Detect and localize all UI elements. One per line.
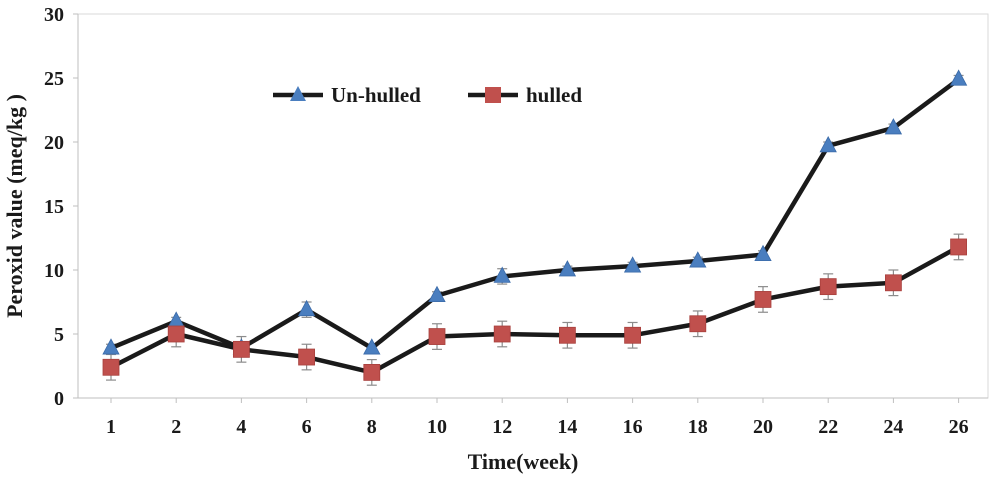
x-tick-label: 16 <box>623 416 643 438</box>
series-line-hulled <box>109 244 960 375</box>
x-tick-label: 18 <box>688 416 708 438</box>
y-tick-label: 20 <box>44 132 64 154</box>
data-point-square <box>167 325 185 343</box>
x-tick-label: 26 <box>949 416 969 438</box>
data-point-square <box>493 325 511 343</box>
data-point-triangle <box>558 260 577 277</box>
y-tick-label: 5 <box>54 324 64 346</box>
data-point-triangle <box>493 266 511 283</box>
data-point-square <box>363 363 381 381</box>
data-point-triangle <box>167 311 185 328</box>
data-point-triangle <box>297 299 316 317</box>
data-point-square <box>559 326 576 344</box>
x-tick-label: 14 <box>557 416 577 438</box>
data-point-triangle <box>884 118 903 135</box>
y-tick-label: 30 <box>44 4 64 26</box>
y-tick-label: 10 <box>44 260 64 282</box>
x-tick-label: 1 <box>106 416 116 438</box>
data-point-square <box>624 326 641 344</box>
data-point-triangle <box>363 338 381 355</box>
x-tick-label: 4 <box>236 416 246 438</box>
legend-label-un-hulled: Un-hulled <box>331 83 421 107</box>
data-point-square <box>102 358 120 376</box>
x-tick-label: 6 <box>302 416 312 438</box>
data-point-square <box>819 278 837 296</box>
y-axis-title: Peroxid value (meq/kg ) <box>2 94 27 318</box>
x-tick-label: 2 <box>171 416 181 438</box>
data-point-square <box>232 340 250 358</box>
y-tick-label: 25 <box>44 68 64 90</box>
x-tick-label: 22 <box>818 416 838 438</box>
data-point-triangle <box>102 338 120 355</box>
y-tick-label: 0 <box>54 388 64 410</box>
error-bars-layer <box>106 74 964 386</box>
legend-label-hulled: hulled <box>526 83 582 107</box>
data-point-square <box>885 274 902 292</box>
legend-marker-triangle <box>290 86 306 101</box>
data-point-square <box>754 291 772 308</box>
data-point-triangle <box>949 69 968 86</box>
x-tick-label: 12 <box>492 416 512 438</box>
markers-layer <box>102 69 968 381</box>
series-line-un-hulled <box>110 77 960 351</box>
data-point-square <box>428 328 446 345</box>
series-lines-layer <box>109 77 960 375</box>
plot-area-border <box>77 13 989 399</box>
y-tick-label: 15 <box>44 196 64 218</box>
data-point-triangle <box>689 251 707 268</box>
legend: Un-hulled hulled <box>273 83 582 107</box>
data-point-square <box>298 348 316 366</box>
data-point-square <box>689 315 707 333</box>
data-point-triangle <box>754 244 772 262</box>
data-point-triangle <box>623 256 642 273</box>
data-point-triangle <box>819 135 837 153</box>
x-tick-label: 8 <box>367 416 377 438</box>
data-point-triangle <box>428 285 446 303</box>
x-axis-title: Time(week) <box>468 449 579 474</box>
x-tick-label: 20 <box>753 416 773 438</box>
x-tick-label: 24 <box>883 416 903 438</box>
x-tick-label: 10 <box>427 416 447 438</box>
legend-marker-square <box>485 87 501 103</box>
data-point-square <box>950 238 967 256</box>
